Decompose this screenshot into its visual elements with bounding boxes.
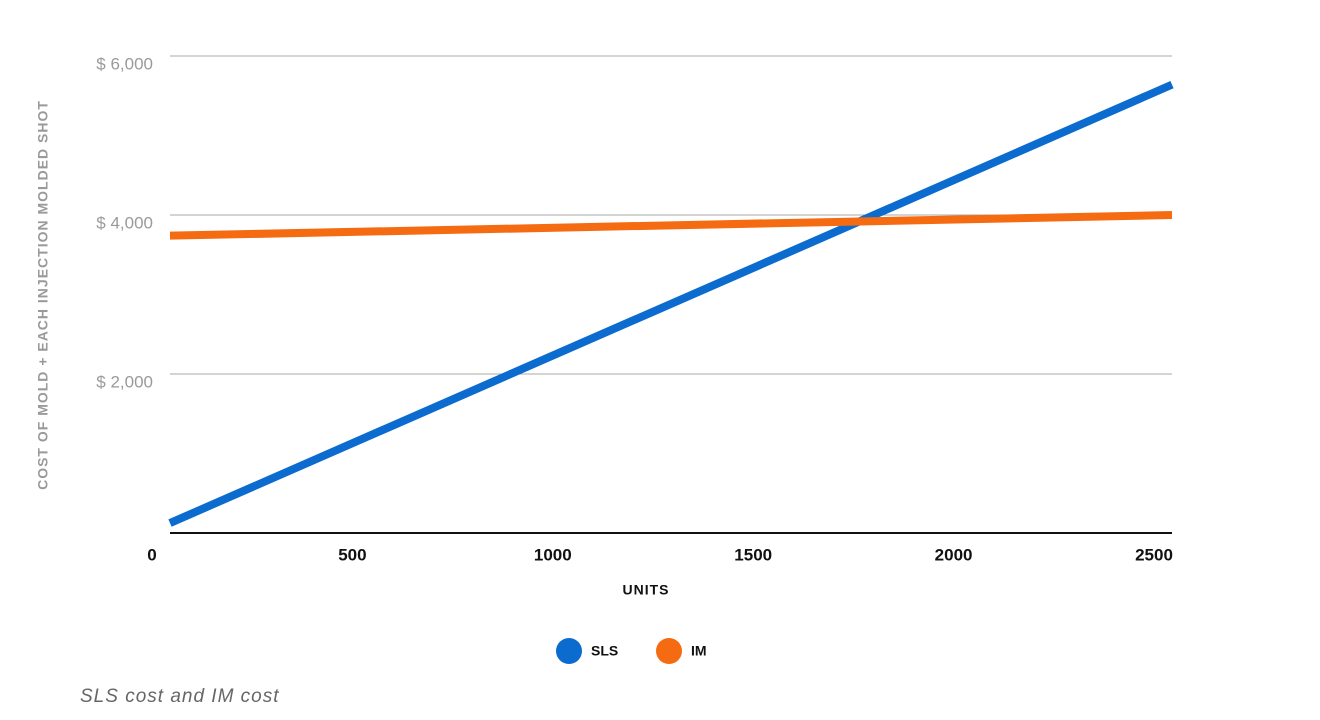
x-tick-label: 500 [338, 545, 366, 564]
y-axis-title: COST OF MOLD + EACH INJECTION MOLDED SHO… [35, 100, 51, 490]
x-tick-label: 1500 [734, 545, 772, 564]
x-tick-label: 1000 [534, 545, 572, 564]
x-tick-label: 2500 [1135, 545, 1173, 564]
legend-label: SLS [591, 643, 618, 659]
x-tick-label: 0 [147, 545, 156, 564]
x-axis-title: UNITS [623, 582, 670, 598]
y-tick-label: $ 6,000 [96, 54, 153, 73]
series-line [168, 80, 1174, 527]
series-line [169, 211, 1173, 240]
x-tick-label: 2000 [935, 545, 973, 564]
legend-swatch [556, 638, 582, 664]
caption: SLS cost and IM cost [80, 686, 280, 707]
legend-label: IM [691, 643, 707, 659]
y-tick-label: $ 2,000 [96, 372, 153, 391]
y-tick-label: $ 4,000 [96, 213, 153, 232]
legend-swatch [656, 638, 682, 664]
